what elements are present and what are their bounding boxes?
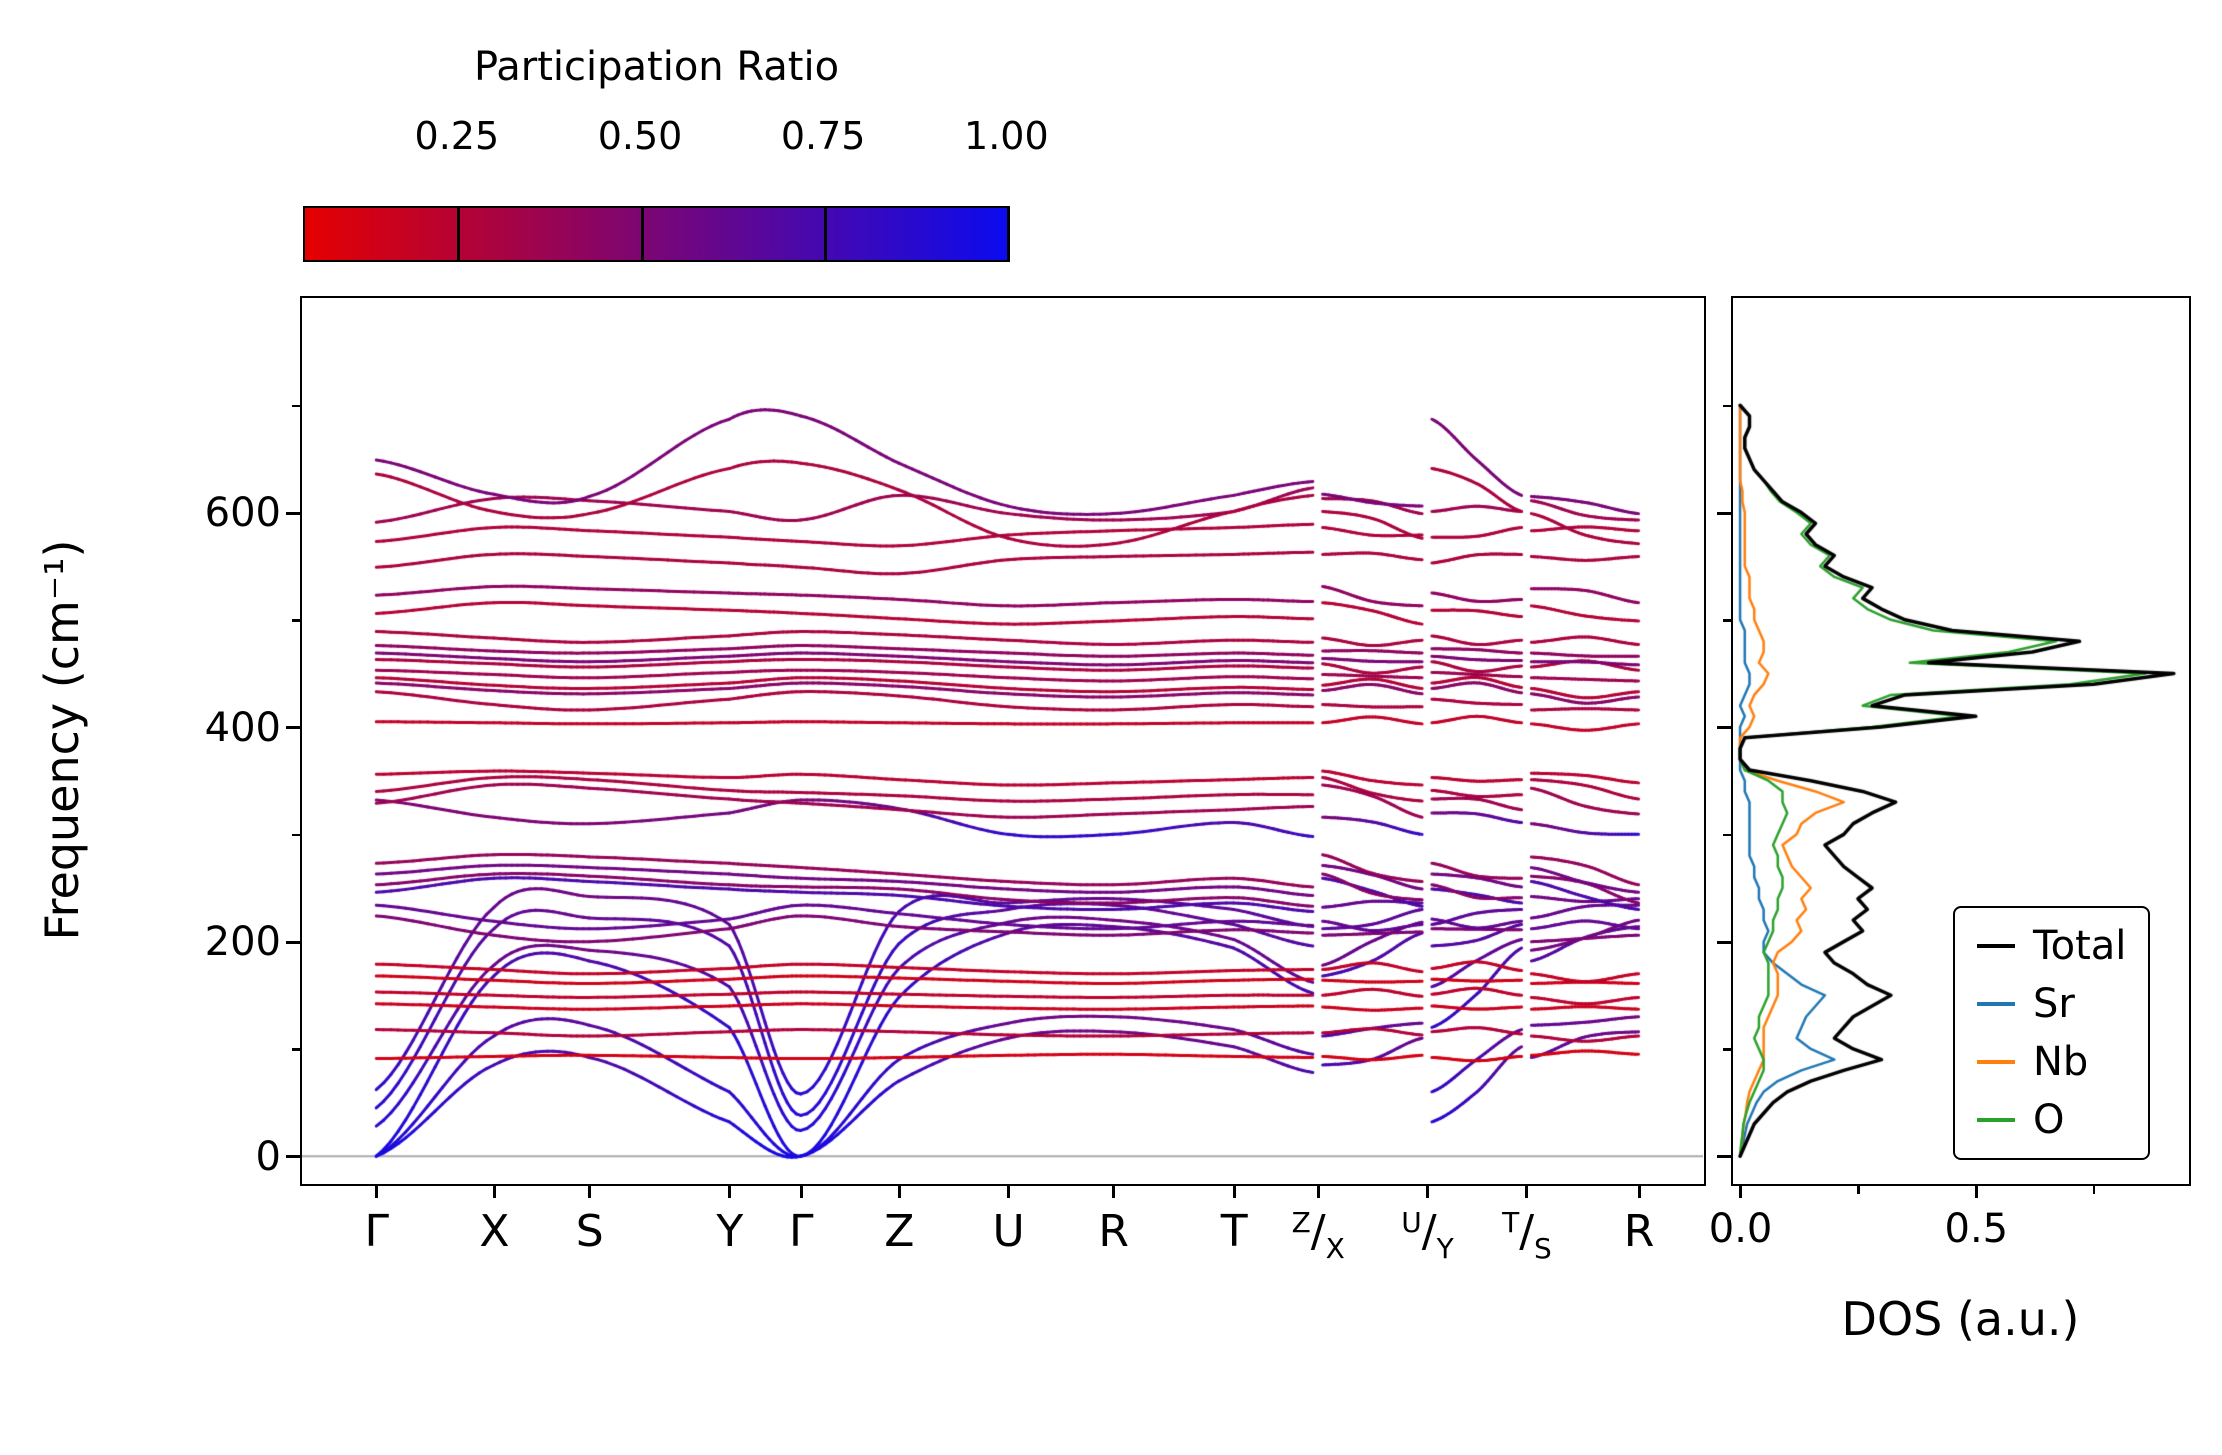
dos-y-tick-mark	[1717, 726, 1731, 730]
colorbar-tick-mark	[457, 208, 461, 260]
k-tick-mark	[897, 1186, 901, 1198]
participation-ratio-colorbar	[303, 206, 1010, 262]
k-point-label: U	[992, 1206, 1025, 1257]
dos-legend: Total Sr Nb O	[1953, 906, 2151, 1160]
dos-y-minor-tick-mark	[1723, 619, 1731, 622]
sr-line-swatch	[1977, 1002, 2015, 1006]
k-tick-mark	[1316, 1186, 1320, 1198]
legend-label-total: Total	[2033, 923, 2127, 969]
legend-label-o: O	[2033, 1097, 2065, 1143]
k-point-label: Γ	[788, 1206, 814, 1257]
band-structure-canvas	[302, 298, 1703, 1183]
colorbar-tick-mark	[823, 208, 827, 260]
colorbar-tick-label: 0.75	[780, 114, 866, 158]
legend-item-sr: Sr	[1977, 982, 2126, 1026]
dos-x-tick-label: 0.0	[1708, 1206, 1773, 1252]
frequency-axis-label: Frequency (cm⁻¹)	[35, 539, 89, 941]
y-tick-label: 0	[255, 1133, 281, 1180]
k-tick-mark	[1525, 1186, 1529, 1198]
k-tick-mark	[375, 1186, 379, 1198]
y-tick-mark	[286, 511, 300, 515]
k-tick-mark	[492, 1186, 496, 1198]
k-tick-mark	[1007, 1186, 1011, 1198]
dos-y-minor-tick-mark	[1723, 833, 1731, 837]
k-tick-mark	[1232, 1186, 1236, 1198]
k-point-label: T/S	[1502, 1206, 1552, 1265]
dos-y-minor-tick-mark	[1723, 404, 1731, 408]
y-tick-mark	[286, 726, 300, 730]
dos-x-tick-label: 0.5	[1944, 1206, 2009, 1252]
y-tick-mark	[286, 940, 300, 944]
k-tick-mark	[588, 1186, 592, 1198]
k-point-label: R	[1623, 1206, 1655, 1257]
y-tick-label: 400	[204, 704, 281, 751]
total-line-swatch	[1977, 944, 2015, 948]
o-line-swatch	[1977, 1118, 2015, 1122]
dos-x-minor-tick-mark	[2092, 1186, 2096, 1194]
y-minor-tick-mark	[292, 619, 300, 622]
colorbar-tick-label: 0.50	[597, 114, 683, 158]
y-tick-label: 200	[204, 919, 281, 966]
y-minor-tick-mark	[292, 404, 300, 408]
k-point-label: Z	[884, 1206, 915, 1257]
dos-y-tick-mark	[1717, 1155, 1731, 1159]
legend-label-sr: Sr	[2033, 981, 2075, 1027]
y-minor-tick-mark	[292, 1048, 300, 1051]
y-tick-label: 600	[204, 490, 281, 537]
y-minor-tick-mark	[292, 833, 300, 837]
k-point-label: Y	[716, 1206, 744, 1257]
k-tick-mark	[1426, 1186, 1429, 1198]
colorbar-tick-mark	[640, 208, 644, 260]
k-point-label: U/Y	[1401, 1206, 1454, 1265]
k-point-label: X	[479, 1206, 510, 1257]
legend-label-nb: Nb	[2033, 1039, 2089, 1085]
colorbar-tick-mark	[1006, 208, 1010, 260]
dos-x-minor-tick-mark	[1857, 1186, 1860, 1194]
dos-y-minor-tick-mark	[1723, 1048, 1731, 1051]
k-point-label: Z/X	[1291, 1206, 1345, 1265]
colorbar-title: Participation Ratio	[473, 44, 840, 90]
k-tick-mark	[1637, 1186, 1641, 1198]
colorbar-tick-label: 1.00	[964, 114, 1049, 158]
dos-x-tick-mark	[1739, 1186, 1743, 1198]
band-structure-panel	[300, 296, 1706, 1186]
k-tick-mark	[728, 1186, 732, 1198]
k-tick-mark	[1112, 1186, 1116, 1198]
legend-item-o: O	[1977, 1098, 2126, 1142]
nb-line-swatch	[1977, 1060, 2015, 1064]
k-point-label: R	[1098, 1206, 1129, 1257]
colorbar-tick-label: 0.25	[414, 114, 500, 158]
k-point-label: T	[1220, 1206, 1248, 1257]
k-point-label: S	[575, 1206, 604, 1257]
legend-item-total: Total	[1977, 924, 2126, 968]
k-point-label: Γ	[364, 1206, 390, 1257]
k-tick-mark	[799, 1186, 803, 1198]
dos-y-tick-mark	[1717, 511, 1731, 515]
dos-x-tick-mark	[1974, 1186, 1978, 1198]
dos-axis-label: DOS (a.u.)	[1841, 1292, 2080, 1346]
legend-item-nb: Nb	[1977, 1040, 2126, 1084]
y-tick-mark	[286, 1155, 300, 1159]
dos-y-tick-mark	[1717, 940, 1731, 944]
